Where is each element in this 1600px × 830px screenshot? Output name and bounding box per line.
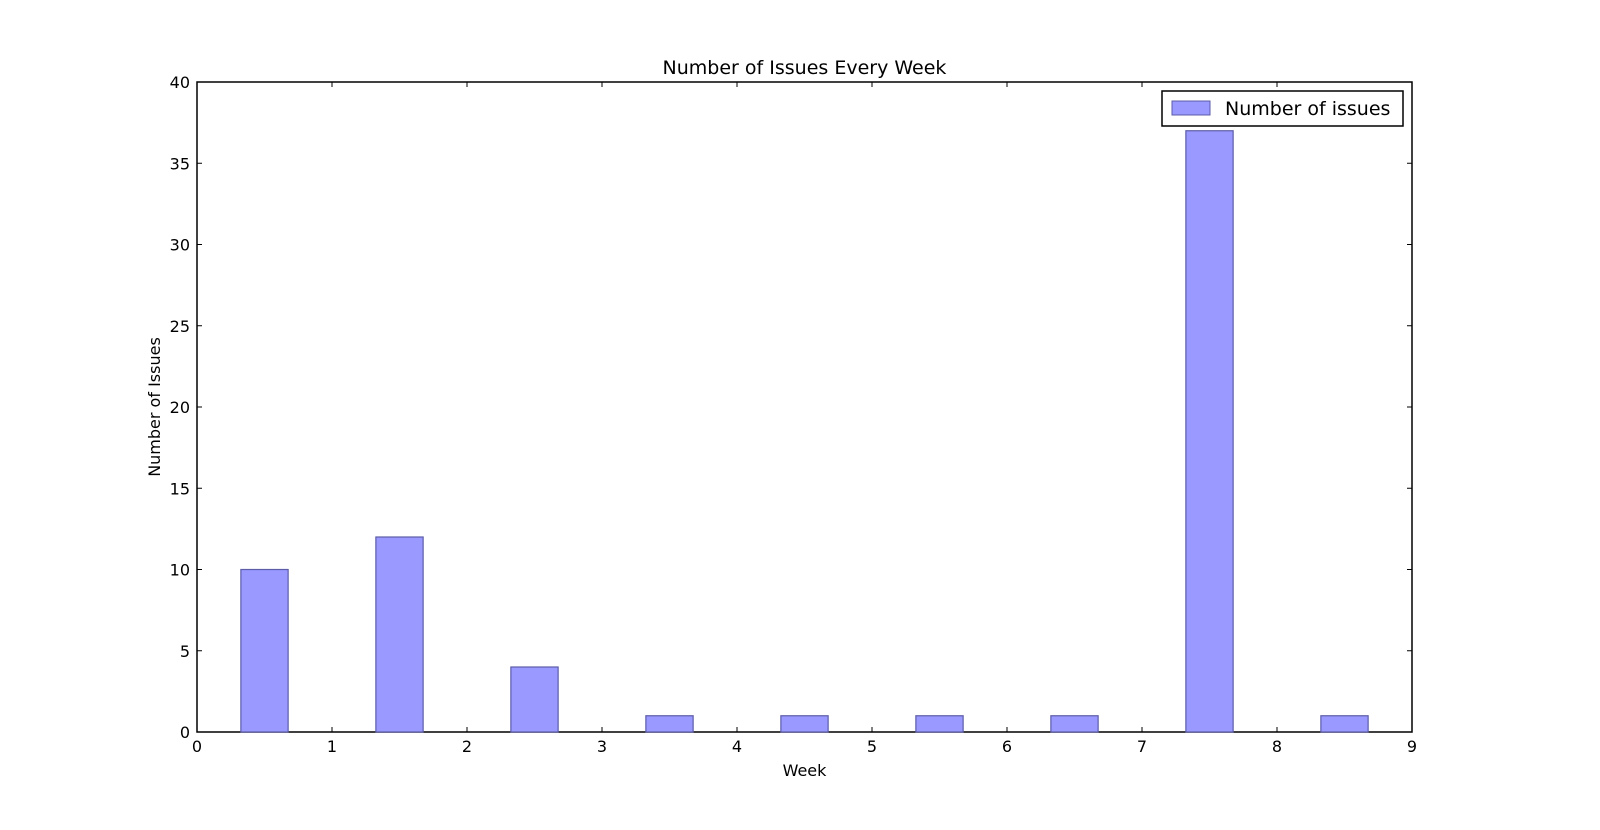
y-tick-label-40: 40: [170, 73, 190, 92]
y-tick-label-10: 10: [170, 561, 190, 580]
y-axis-label: Number of Issues: [145, 337, 164, 477]
x-tick-label-2: 2: [462, 737, 472, 756]
legend-swatch: [1171, 100, 1211, 116]
ticks-group: [196, 81, 1413, 733]
x-tick-label-1: 1: [327, 737, 337, 756]
x-tick-label-3: 3: [597, 737, 607, 756]
bars-group: [240, 130, 1369, 733]
x-tick-label-4: 4: [732, 737, 742, 756]
x-tick-label-7: 7: [1137, 737, 1147, 756]
x-tick-label-8: 8: [1272, 737, 1282, 756]
y-tick-label-5: 5: [180, 642, 190, 661]
chart-title: Number of Issues Every Week: [663, 57, 947, 79]
bar-week-6: [1050, 715, 1099, 733]
tick-labels-group: 0 1 2 3 4 5 6 7 8 9 0 5 10 15 20 25 30 35 40: [170, 73, 1417, 756]
x-tick-label-6: 6: [1002, 737, 1012, 756]
bar-week-8: [1320, 715, 1369, 733]
bar-week-5: [915, 715, 964, 733]
y-tick-label-25: 25: [170, 317, 190, 336]
x-axis-label: Week: [783, 761, 828, 780]
bar-week-4: [780, 715, 829, 733]
y-tick-label-35: 35: [170, 154, 190, 173]
y-tick-label-20: 20: [170, 398, 190, 417]
bar-week-0: [240, 568, 289, 733]
x-tick-label-0: 0: [192, 737, 202, 756]
y-tick-label-15: 15: [170, 479, 190, 498]
bar-week-1: [375, 536, 424, 733]
legend-label: Number of issues: [1225, 98, 1390, 120]
bar-week-7: [1185, 130, 1234, 733]
bar-week-2: [510, 666, 559, 733]
x-tick-label-5: 5: [867, 737, 877, 756]
y-tick-label-30: 30: [170, 236, 190, 255]
legend: Number of issues: [1161, 90, 1404, 127]
bar-week-3: [645, 715, 694, 733]
x-tick-label-9: 9: [1407, 737, 1417, 756]
y-tick-label-0: 0: [180, 723, 190, 742]
